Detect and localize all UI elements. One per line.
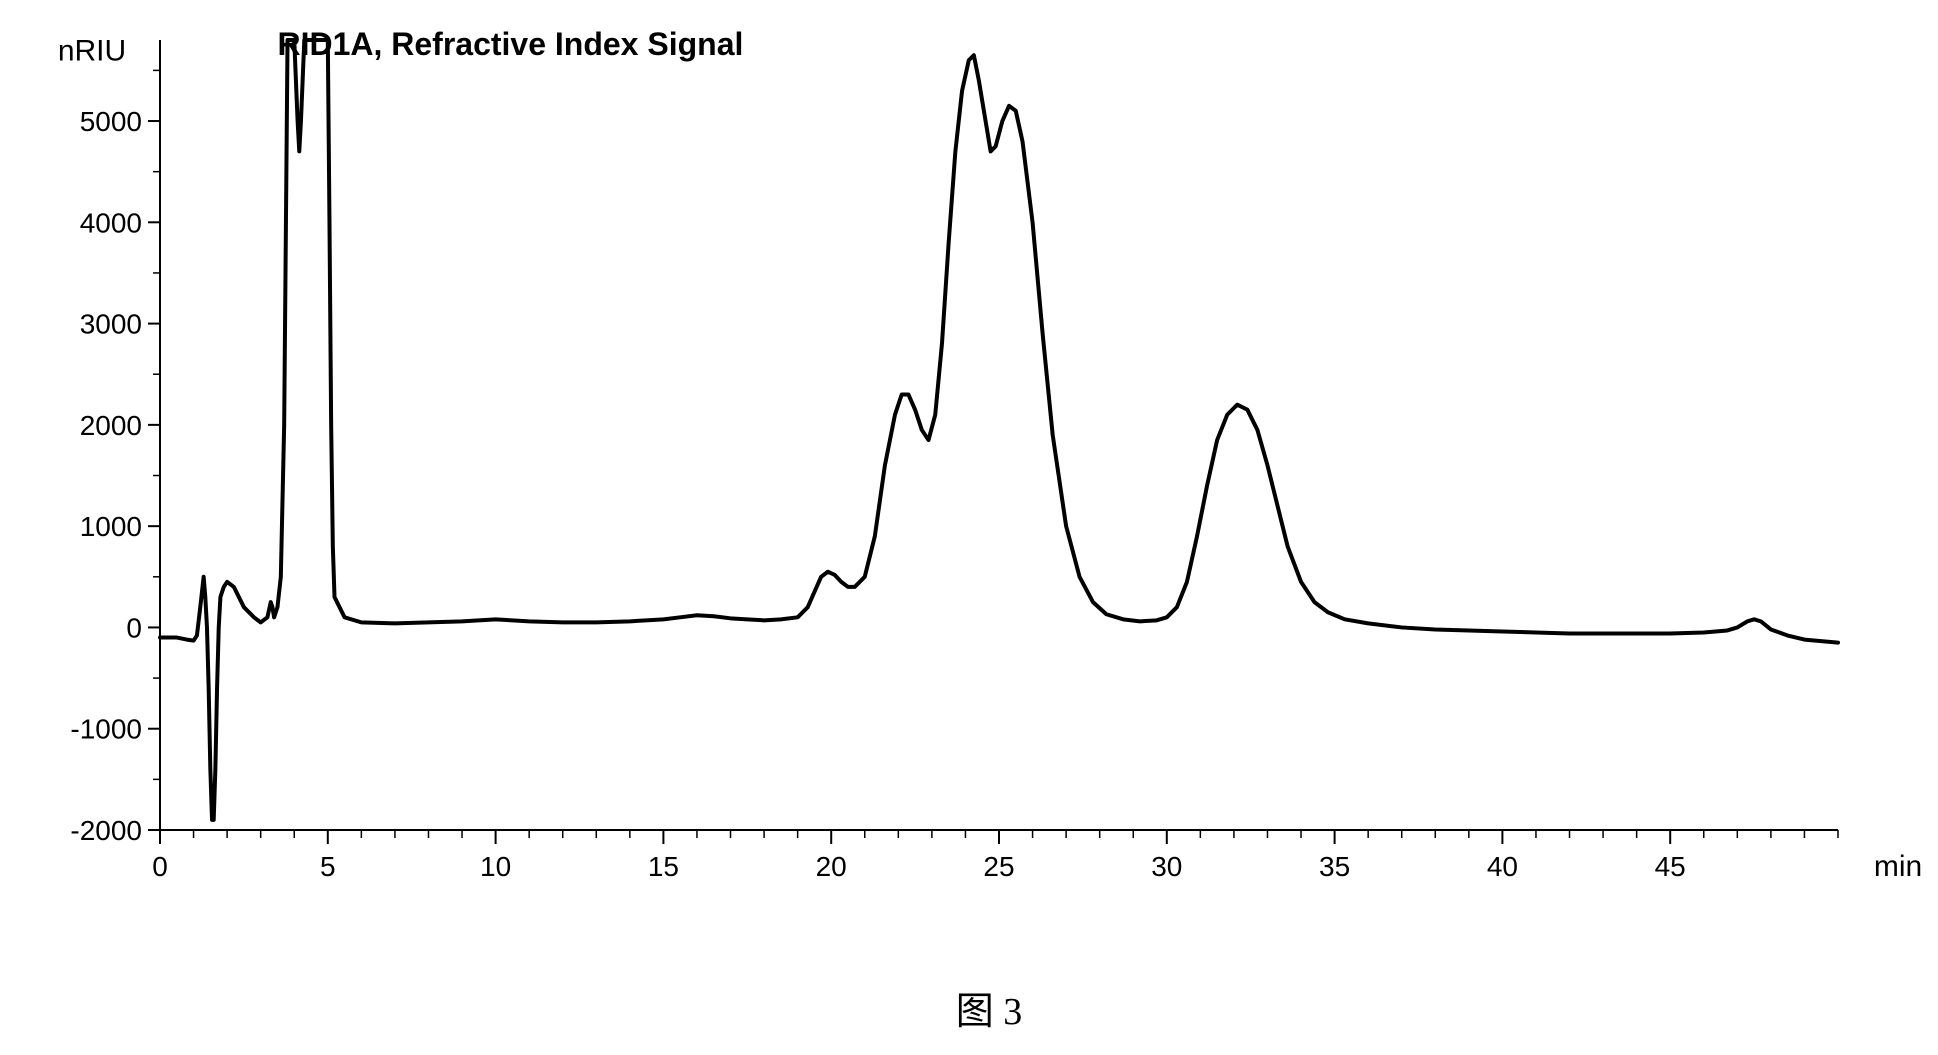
y-tick-label: 4000 <box>80 207 142 238</box>
x-tick-label: 25 <box>983 851 1014 882</box>
x-tick-label: 15 <box>648 851 679 882</box>
y-tick-label: 5000 <box>80 106 142 137</box>
y-tick-label: 3000 <box>80 309 142 340</box>
y-axis-label: nRIU <box>58 34 126 67</box>
y-tick-label: 2000 <box>80 410 142 441</box>
x-tick-label: 45 <box>1655 851 1686 882</box>
figure-caption: 图 3 <box>20 980 1938 1035</box>
x-tick-label: 10 <box>480 851 511 882</box>
x-tick-label: 30 <box>1151 851 1182 882</box>
x-axis-label: min <box>1874 850 1922 883</box>
y-tick-label: -2000 <box>70 815 142 846</box>
x-tick-label: 35 <box>1319 851 1350 882</box>
chart-area: -2000 -1000 0 1000 2000 3000 4000 5000 0 5 10 15 20 2… <box>20 20 1938 920</box>
chromatogram-chart: -2000 -1000 0 1000 2000 3000 4000 5000 0 5 10 15 20 2… <box>20 20 1938 920</box>
x-tick-label: 20 <box>816 851 847 882</box>
figure-container: -2000 -1000 0 1000 2000 3000 4000 5000 0 5 10 15 20 2… <box>20 20 1938 1035</box>
x-tick-label: 5 <box>320 851 336 882</box>
y-tick-label: 0 <box>126 612 142 643</box>
signal-trace <box>160 40 1838 820</box>
chart-title: RID1A, Refractive Index Signal <box>277 26 743 62</box>
y-tick-label: -1000 <box>70 714 142 745</box>
x-tick-label: 0 <box>152 851 168 882</box>
y-tick-label: 1000 <box>80 511 142 542</box>
x-tick-label: 40 <box>1487 851 1518 882</box>
